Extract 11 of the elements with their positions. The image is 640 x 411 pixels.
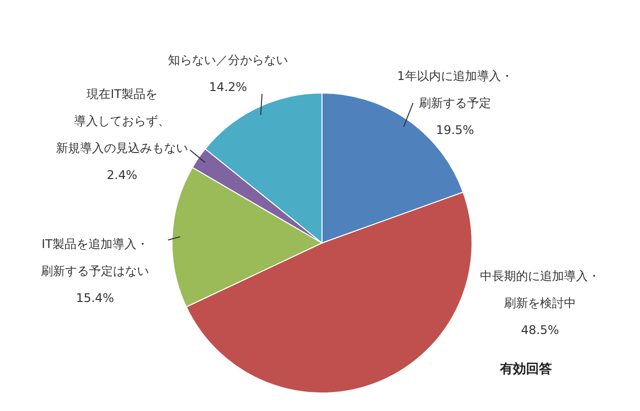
data-label: 15.4%	[76, 291, 114, 305]
data-label: 14.2%	[208, 80, 248, 94]
slice-label: 1年以内に追加導入・刷新する予定	[397, 69, 513, 110]
slice-label: 中長期的に追加導入・刷新を検討中	[480, 269, 600, 310]
text: 有効回答	[500, 361, 552, 378]
slice-label: 現在IT製品を導入しておらず、新規導入の見込みもない	[56, 87, 188, 155]
data-label: 19.5%	[436, 123, 474, 137]
slice-label: IT製品を追加導入・刷新する予定はない	[41, 237, 149, 278]
data-label: 2.4%	[106, 168, 138, 182]
data-label: 48.5%	[520, 323, 560, 337]
slice-label: 知らない／分からない	[168, 53, 288, 67]
